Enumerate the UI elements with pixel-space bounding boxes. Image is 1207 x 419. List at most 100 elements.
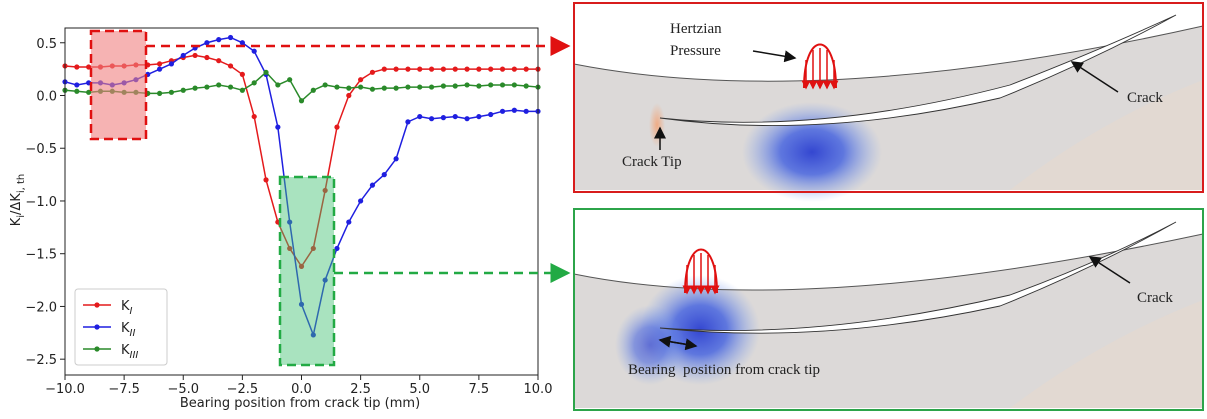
data-point bbox=[440, 115, 446, 121]
top-panel: Hertzian Pressure Crack Crack Tip bbox=[573, 2, 1204, 202]
crack bbox=[659, 14, 1177, 126]
data-point bbox=[488, 66, 494, 72]
stress-blob bbox=[742, 102, 882, 202]
data-point bbox=[452, 66, 458, 72]
x-axis-label: Bearing position from crack tip (mm) bbox=[180, 396, 420, 411]
y-tick-label: −2.0 bbox=[25, 300, 57, 315]
y-axis-label: Ki/ΔKi, th bbox=[9, 174, 27, 227]
data-point bbox=[322, 187, 328, 194]
data-point bbox=[204, 40, 210, 46]
pressure-label: Hertzian bbox=[670, 21, 722, 37]
legend-marker bbox=[94, 346, 100, 352]
x-tick-label: 0.0 bbox=[291, 382, 312, 397]
y-tick-label: −1.0 bbox=[25, 195, 57, 210]
data-point bbox=[157, 90, 163, 96]
data-point bbox=[74, 88, 80, 94]
data-point bbox=[86, 89, 92, 95]
panel-border bbox=[573, 208, 1204, 411]
data-point bbox=[464, 82, 470, 88]
x-tick-label: 2.5 bbox=[350, 382, 371, 397]
data-point bbox=[440, 66, 446, 72]
legend-subscript: III bbox=[130, 350, 139, 361]
data-point bbox=[476, 113, 482, 120]
data-point bbox=[511, 107, 517, 113]
data-point bbox=[298, 98, 305, 104]
y-tick-label: 0.5 bbox=[36, 37, 57, 52]
panel-border bbox=[573, 2, 1204, 193]
y-label-part: /ΔK bbox=[9, 193, 24, 215]
data-point bbox=[204, 54, 210, 61]
x-tick-label: −7.5 bbox=[108, 382, 140, 397]
data-point bbox=[428, 116, 435, 122]
data-point bbox=[417, 84, 423, 90]
data-point bbox=[298, 301, 305, 307]
data-point bbox=[275, 82, 281, 88]
data-point bbox=[298, 263, 305, 269]
legend-name: K bbox=[121, 343, 130, 358]
y-label-part: K bbox=[9, 217, 24, 226]
data-point bbox=[428, 84, 435, 90]
x-tick-label: 5.0 bbox=[409, 382, 430, 397]
data-point bbox=[381, 85, 387, 91]
data-point bbox=[346, 219, 352, 225]
data-point bbox=[310, 245, 316, 252]
legend-subscript: I bbox=[130, 306, 133, 317]
data-point bbox=[192, 85, 198, 91]
data-point bbox=[358, 77, 364, 83]
data-point bbox=[251, 80, 257, 86]
legend-name: K bbox=[121, 299, 130, 314]
data-point bbox=[358, 198, 364, 204]
data-point bbox=[511, 66, 517, 72]
legend-label: KIII bbox=[121, 343, 138, 361]
tip-label: Crack Tip bbox=[622, 154, 682, 170]
data-point bbox=[358, 84, 364, 90]
data-point bbox=[369, 182, 376, 188]
y-tick-label: −2.5 bbox=[25, 353, 57, 368]
data-point bbox=[346, 92, 352, 99]
data-point bbox=[239, 71, 245, 78]
data-point bbox=[523, 108, 529, 114]
x-tick-label: 10.0 bbox=[524, 382, 553, 397]
data-point bbox=[180, 52, 186, 59]
data-point bbox=[227, 34, 234, 41]
shade bbox=[1010, 300, 1203, 408]
data-point bbox=[322, 277, 328, 283]
data-point bbox=[417, 113, 423, 120]
data-point bbox=[74, 82, 80, 88]
y-tick-label: −0.5 bbox=[25, 142, 57, 157]
data-point bbox=[310, 87, 316, 93]
data-point bbox=[263, 177, 269, 183]
x-tick-label: −2.5 bbox=[227, 382, 259, 397]
data-point bbox=[157, 61, 163, 67]
legend-subscript: II bbox=[130, 328, 136, 339]
legend-marker bbox=[94, 302, 100, 308]
data-point bbox=[227, 84, 234, 90]
surface bbox=[573, 233, 1204, 291]
pressure-label: Pressure bbox=[670, 43, 721, 59]
data-point bbox=[369, 86, 376, 92]
data-point bbox=[287, 77, 293, 83]
crack bbox=[659, 221, 1177, 334]
data-point bbox=[168, 89, 175, 95]
y-label-part: i, th bbox=[16, 174, 27, 193]
data-point bbox=[488, 111, 494, 118]
data-point bbox=[74, 64, 80, 70]
data-point bbox=[452, 83, 458, 89]
data-point bbox=[251, 48, 257, 54]
data-point bbox=[334, 124, 340, 130]
data-point bbox=[405, 84, 411, 90]
data-point bbox=[157, 66, 163, 72]
data-point bbox=[322, 82, 328, 88]
data-point bbox=[369, 69, 376, 75]
legend-name: K bbox=[121, 321, 130, 336]
data-point bbox=[381, 172, 387, 178]
data-point bbox=[227, 63, 234, 69]
tip-glow bbox=[649, 103, 665, 147]
surface bbox=[573, 25, 1204, 82]
data-point bbox=[287, 219, 293, 225]
legend-label: KI bbox=[121, 299, 133, 317]
data-point bbox=[440, 83, 446, 89]
data-point bbox=[381, 66, 387, 72]
data-point bbox=[464, 116, 470, 122]
